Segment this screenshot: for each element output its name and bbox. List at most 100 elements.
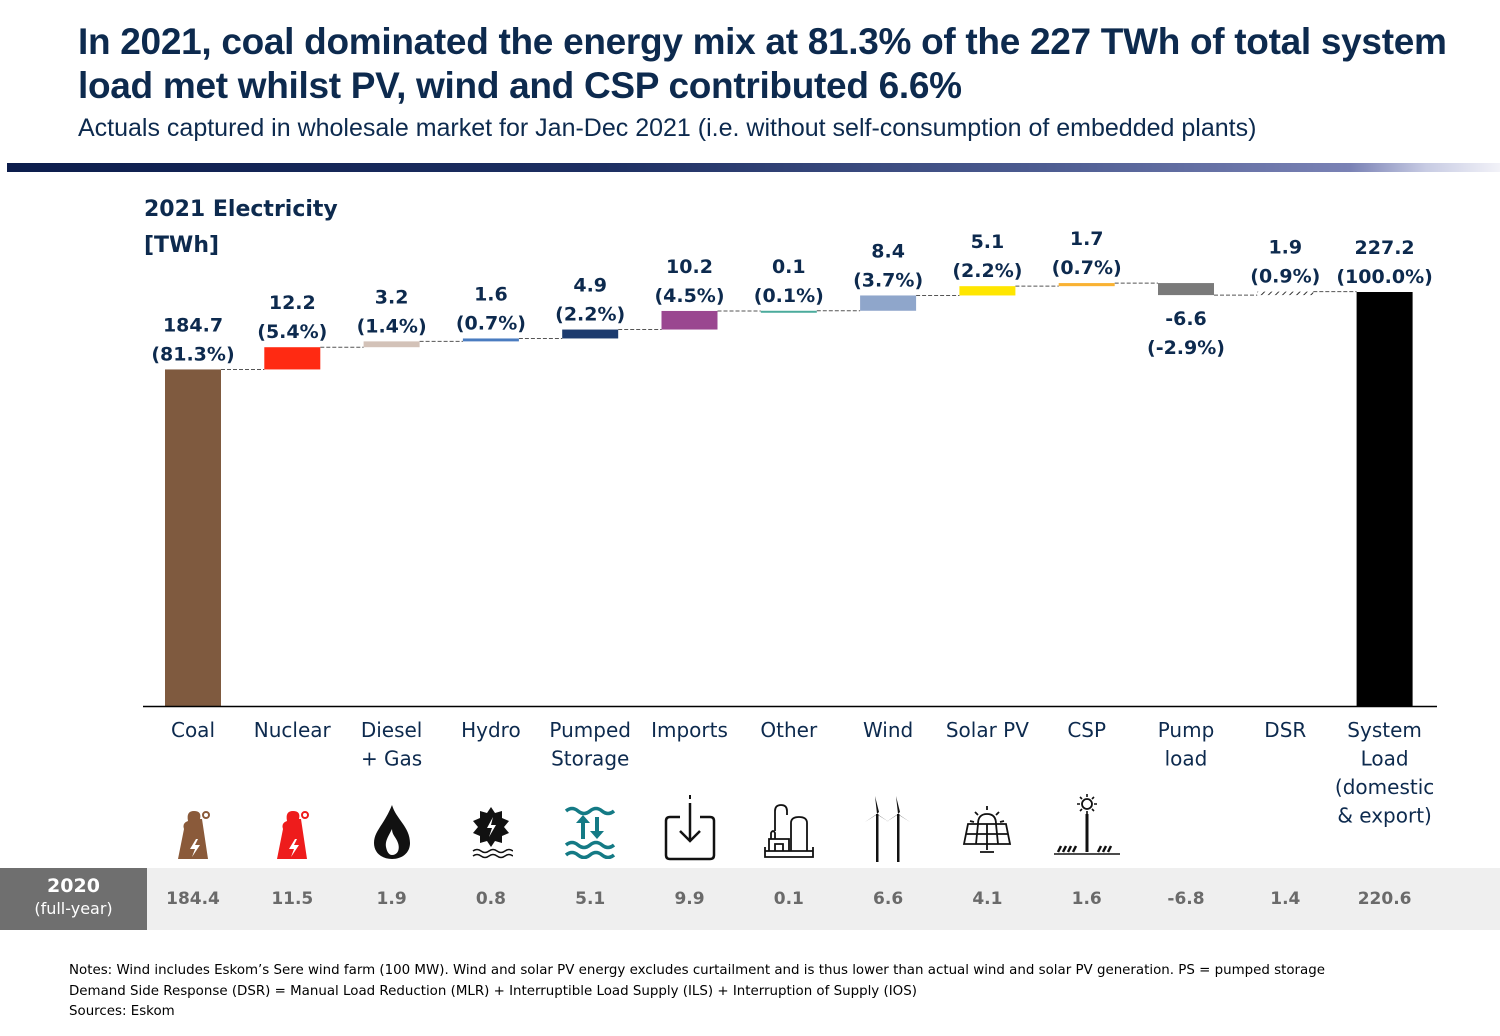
page-subtitle: Actuals captured in wholesale market for… <box>78 114 1257 142</box>
comparison-value: 6.6 <box>873 889 904 909</box>
comparison-value: 1.4 <box>1270 889 1301 909</box>
value-label: 10.2 <box>666 256 713 278</box>
footnotes: Notes: Wind includes Eskom’s Sere wind f… <box>69 961 1325 1023</box>
category-label: Pumped <box>549 718 631 742</box>
footnote-line-3: Sources: Eskom <box>69 1004 175 1019</box>
percent-label: (0.1%) <box>754 285 824 307</box>
bar-imports <box>661 310 718 330</box>
category-label: Pump <box>1158 718 1215 742</box>
bar-coal <box>165 369 221 706</box>
category-label: System <box>1347 718 1422 742</box>
category-label: CSP <box>1067 718 1106 742</box>
value-label: 12.2 <box>269 292 316 314</box>
comparison-value: 184.4 <box>166 889 220 909</box>
value-label: 1.9 <box>1268 237 1302 259</box>
bar-pump-load <box>1158 283 1214 296</box>
percent-label: (5.4%) <box>257 321 327 343</box>
csp-tower-icon <box>1050 794 1124 860</box>
percent-label: (0.7%) <box>1052 257 1122 279</box>
value-label: 1.7 <box>1070 228 1104 250</box>
comparison-row-label: 2020 <box>47 875 100 897</box>
category-label: Coal <box>171 718 215 742</box>
percent-label: (2.2%) <box>952 260 1022 282</box>
category-label: load <box>1165 747 1208 771</box>
percent-label: (100.0%) <box>1336 266 1433 288</box>
chart-unit-label: [TWh] <box>144 233 220 258</box>
solar-panel-icon <box>957 798 1017 864</box>
category-label: Solar PV <box>946 718 1029 742</box>
wind-turbine-icon <box>858 794 918 862</box>
value-label: 0.1 <box>772 256 806 278</box>
value-label: 227.2 <box>1355 237 1415 259</box>
bars <box>165 283 1413 706</box>
bar-diesel-gas <box>363 341 420 348</box>
footnote-line-2: Demand Side Response (DSR) = Manual Load… <box>69 983 917 999</box>
percent-label: (2.2%) <box>555 304 625 326</box>
comparison-value: 1.6 <box>1071 889 1102 909</box>
value-label: 3.2 <box>375 286 409 308</box>
comparison-row-sublabel: (full-year) <box>34 899 113 918</box>
bar-solar-pv <box>959 286 1016 296</box>
bar-pumped-storage <box>562 329 619 339</box>
category-label: Wind <box>863 718 913 742</box>
comparison-value: 9.9 <box>674 889 705 909</box>
category-labels: Coal Nuclear Diesel + Gas Hydro Pumped Storage… <box>171 718 1434 828</box>
chart-title: 2021 Electricity [TWh] <box>144 192 338 264</box>
comparison-row-header: 2020 (full-year) <box>0 868 147 930</box>
bar-system-load-domestic-export- <box>1356 292 1413 706</box>
nuclear-plant-icon <box>262 798 322 864</box>
comparison-value: 5.1 <box>575 889 606 909</box>
category-label: Other <box>760 718 818 742</box>
industrial-plant-icon <box>759 798 819 864</box>
percent-label: (-2.9%) <box>1147 337 1225 359</box>
bar-hydro <box>462 338 519 342</box>
category-label: Storage <box>551 747 629 771</box>
percent-label: (0.9%) <box>1250 266 1320 288</box>
pumped-storage-icon <box>560 798 620 864</box>
category-label: & export) <box>1337 804 1432 828</box>
page-title: In 2021, coal dominated the energy mix a… <box>78 21 1447 106</box>
waterfall-chart: 184.7 (81.3%) 12.2 (5.4%) 3.2 (1.4%) 1.6 (0.7%)… <box>143 228 1437 828</box>
chart-title-text: 2021 Electricity <box>144 197 338 222</box>
comparison-value: -6.8 <box>1167 889 1205 909</box>
value-labels: 184.7 (81.3%) 12.2 (5.4%) 3.2 (1.4%) 1.6 (0.7%)… <box>151 228 1433 365</box>
comparison-value: 220.6 <box>1357 889 1412 909</box>
category-label: Imports <box>651 718 728 742</box>
bar-wind <box>860 295 917 311</box>
category-label: Nuclear <box>254 718 332 742</box>
comparison-value: 0.8 <box>475 889 506 909</box>
percent-label: (0.7%) <box>456 312 526 334</box>
percent-label: (81.3%) <box>151 343 234 365</box>
comparison-value: 1.9 <box>376 889 407 909</box>
header-divider <box>7 163 1500 172</box>
comparison-value: 11.5 <box>271 889 314 909</box>
category-label: Load <box>1361 747 1409 771</box>
flame-icon <box>362 798 422 864</box>
coal-plant-icon <box>163 798 223 864</box>
category-label: DSR <box>1264 718 1306 742</box>
bar-nuclear <box>264 347 321 370</box>
category-label: (domestic <box>1335 775 1434 799</box>
comparison-value: 0.1 <box>773 889 804 909</box>
comparison-value: 4.1 <box>972 889 1003 909</box>
percent-label: (4.5%) <box>654 285 724 307</box>
value-label: 8.4 <box>871 240 905 262</box>
hydro-turbine-icon <box>461 798 521 864</box>
value-label: 1.6 <box>474 283 508 305</box>
footnote-line-1: Notes: Wind includes Eskom’s Sere wind f… <box>69 963 1325 978</box>
percent-label: (1.4%) <box>357 315 427 337</box>
bar-other <box>760 310 817 313</box>
category-label: Diesel <box>361 718 423 742</box>
value-label: 184.7 <box>163 314 223 336</box>
connector-lines <box>221 282 1357 370</box>
category-label: Hydro <box>461 718 521 742</box>
bar-csp <box>1058 283 1115 287</box>
value-label: -6.6 <box>1165 308 1207 330</box>
value-label: 4.9 <box>573 275 607 297</box>
import-icon <box>660 794 720 861</box>
bar-dsr <box>1257 291 1314 296</box>
category-label: + Gas <box>361 747 422 771</box>
percent-label: (3.7%) <box>853 269 923 291</box>
value-label: 5.1 <box>971 231 1005 253</box>
comparison-row-2020 <box>0 868 1500 930</box>
